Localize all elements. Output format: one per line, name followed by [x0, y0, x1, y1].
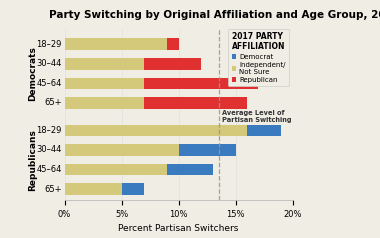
Text: 65+: 65+ — [44, 99, 62, 108]
Bar — [65, 183, 122, 195]
Text: Average Level of
Partisan Switching: Average Level of Partisan Switching — [222, 110, 291, 123]
Bar — [65, 124, 247, 136]
Text: Democrats: Democrats — [28, 46, 37, 101]
Bar — [144, 58, 201, 70]
Text: Republicans: Republicans — [28, 129, 37, 191]
Bar — [179, 144, 236, 156]
Bar — [65, 78, 144, 89]
Text: 30–44: 30–44 — [36, 59, 62, 68]
Bar — [144, 97, 247, 109]
Bar — [167, 38, 179, 50]
Text: 18–29: 18–29 — [36, 40, 62, 49]
Text: 30–44: 30–44 — [36, 145, 62, 154]
Bar — [144, 78, 258, 89]
Bar — [65, 164, 167, 175]
Bar — [65, 58, 144, 70]
Legend: Democrat, Independent/
Not Sure, Republican: Democrat, Independent/ Not Sure, Republi… — [228, 29, 289, 86]
Bar — [65, 38, 167, 50]
Bar — [247, 124, 281, 136]
Text: 65+: 65+ — [44, 185, 62, 194]
Text: 18–29: 18–29 — [36, 126, 62, 135]
Bar — [122, 183, 144, 195]
Bar — [167, 164, 213, 175]
Text: 45–64: 45–64 — [36, 79, 62, 88]
Text: Party Switching by Original Affiliation and Age Group, 2011–2017: Party Switching by Original Affiliation … — [49, 10, 380, 20]
Bar — [65, 97, 144, 109]
Bar — [65, 144, 179, 156]
Text: 45–64: 45–64 — [36, 165, 62, 174]
X-axis label: Percent Partisan Switchers: Percent Partisan Switchers — [119, 224, 239, 233]
